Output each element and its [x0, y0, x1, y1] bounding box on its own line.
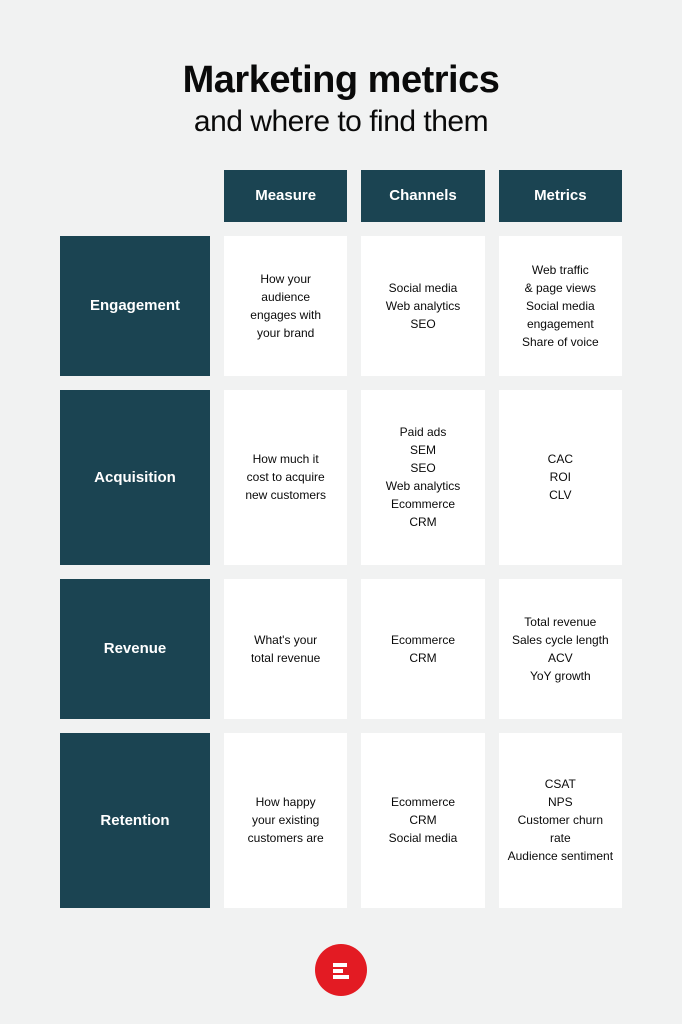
cell-line: SEO: [410, 315, 435, 333]
row-header: Acquisition: [60, 390, 210, 565]
cell-line: CLV: [549, 486, 571, 504]
cell-line: your existing: [252, 811, 319, 829]
cell-line: engages with: [250, 306, 321, 324]
cell-line: Social media: [526, 297, 595, 315]
cell-line: CRM: [409, 649, 436, 667]
cell-line: NPS: [548, 793, 573, 811]
brand-logo-icon: [315, 944, 367, 996]
cell-line: Ecommerce: [391, 793, 455, 811]
table-cell: Social mediaWeb analyticsSEO: [361, 236, 484, 376]
cell-line: Social media: [389, 829, 458, 847]
cell-line: your brand: [257, 324, 314, 342]
grid-corner: [60, 170, 210, 222]
table-cell: Total revenueSales cycle lengthACVYoY gr…: [499, 579, 622, 719]
table-cell: How much itcost to acquirenew customers: [224, 390, 347, 565]
page-title: Marketing metrics: [60, 60, 622, 102]
cell-line: Social media: [389, 279, 458, 297]
cell-line: ACV: [548, 649, 573, 667]
cell-line: CAC: [548, 450, 573, 468]
cell-line: Audience sentiment: [508, 847, 613, 865]
table-cell: What's yourtotal revenue: [224, 579, 347, 719]
cell-line: Customer churn rate: [507, 811, 614, 847]
cell-line: How happy: [256, 793, 316, 811]
table-cell: Web traffic& page viewsSocial mediaengag…: [499, 236, 622, 376]
cell-line: Web traffic: [532, 261, 589, 279]
cell-line: Total revenue: [524, 613, 596, 631]
cell-line: Ecommerce: [391, 631, 455, 649]
cell-line: SEM: [410, 441, 436, 459]
cell-line: new customers: [245, 486, 326, 504]
metrics-grid: MeasureChannelsMetricsEngagementHow your…: [60, 170, 622, 908]
cell-line: What's your: [254, 631, 317, 649]
cell-line: & page views: [525, 279, 596, 297]
cell-line: Web analytics: [386, 297, 460, 315]
cell-line: How your: [260, 270, 311, 288]
table-cell: EcommerceCRMSocial media: [361, 733, 484, 908]
cell-line: Sales cycle length: [512, 631, 609, 649]
cell-line: Paid ads: [400, 423, 447, 441]
cell-line: SEO: [410, 459, 435, 477]
table-cell: How youraudienceengages withyour brand: [224, 236, 347, 376]
row-header: Engagement: [60, 236, 210, 376]
column-header: Channels: [361, 170, 484, 222]
cell-line: audience: [261, 288, 310, 306]
cell-line: Web analytics: [386, 477, 460, 495]
cell-line: CRM: [409, 513, 436, 531]
column-header: Measure: [224, 170, 347, 222]
cell-line: total revenue: [251, 649, 320, 667]
row-header: Revenue: [60, 579, 210, 719]
page-container: Marketing metrics and where to find them…: [0, 0, 682, 908]
cell-line: CSAT: [545, 775, 576, 793]
cell-line: CRM: [409, 811, 436, 829]
cell-line: Share of voice: [522, 333, 599, 351]
cell-line: cost to acquire: [247, 468, 325, 486]
cell-line: customers are: [248, 829, 324, 847]
column-header: Metrics: [499, 170, 622, 222]
cell-line: engagement: [527, 315, 594, 333]
cell-line: How much it: [253, 450, 319, 468]
table-cell: Paid adsSEMSEOWeb analyticsEcommerceCRM: [361, 390, 484, 565]
row-header: Retention: [60, 733, 210, 908]
logo-container: [0, 944, 682, 996]
table-cell: EcommerceCRM: [361, 579, 484, 719]
table-cell: CSATNPSCustomer churn rateAudience senti…: [499, 733, 622, 908]
table-cell: CACROICLV: [499, 390, 622, 565]
cell-line: YoY growth: [530, 667, 591, 685]
cell-line: Ecommerce: [391, 495, 455, 513]
page-subtitle: and where to find them: [60, 104, 622, 140]
heading-block: Marketing metrics and where to find them: [40, 60, 642, 140]
cell-line: ROI: [550, 468, 571, 486]
table-cell: How happyyour existingcustomers are: [224, 733, 347, 908]
